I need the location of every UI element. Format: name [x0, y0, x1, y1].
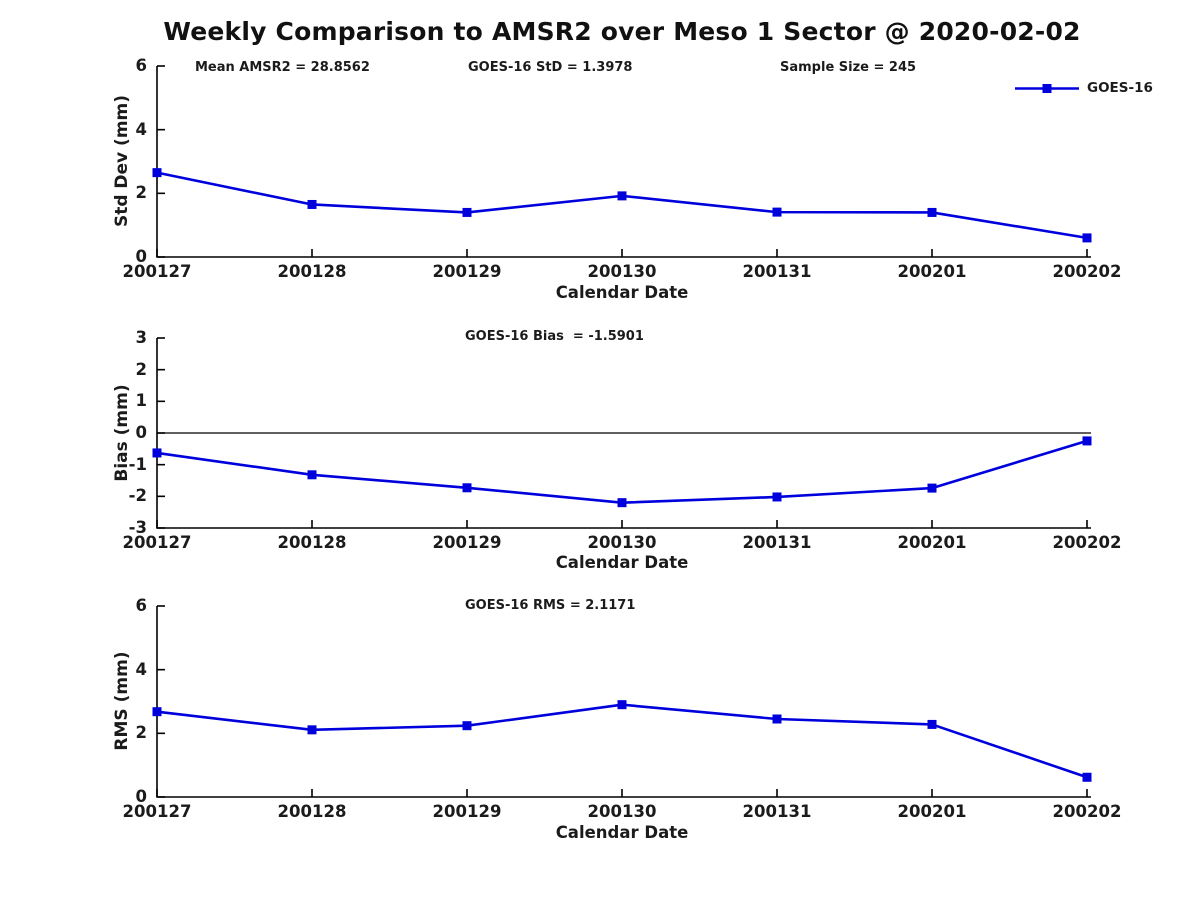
legend-line-marker-icon — [1015, 83, 1079, 93]
y-tick-label: 0 — [135, 247, 147, 266]
y-tick-label: 0 — [135, 787, 147, 806]
data-point-marker — [152, 168, 162, 178]
legend: GOES-16 — [1014, 80, 1153, 96]
y-tick-label: 4 — [135, 659, 147, 679]
y-axis-label-std-dev: Std Dev (mm) — [112, 94, 132, 228]
bias-plot — [152, 337, 1092, 529]
y-tick-label: 2 — [135, 359, 147, 379]
x-tick-label: 200202 — [1052, 533, 1122, 552]
data-point-marker — [617, 700, 627, 710]
y-tick-label: -3 — [128, 518, 147, 537]
x-tick-label: 200129 — [432, 802, 502, 821]
x-tick-label: 200127 — [122, 533, 192, 552]
x-axis-label-bottom: Calendar Date — [555, 823, 689, 842]
data-point-marker — [462, 483, 472, 493]
y-tick-label: 6 — [135, 596, 147, 615]
data-point-marker — [617, 191, 627, 201]
x-tick-label: 200201 — [897, 802, 967, 821]
x-tick-label: 200131 — [742, 802, 812, 821]
figure-title: Weekly Comparison to AMSR2 over Meso 1 S… — [163, 17, 1081, 46]
data-point-marker — [1082, 233, 1092, 243]
x-tick-label: 200130 — [587, 262, 657, 281]
data-point-marker — [772, 207, 782, 217]
y-tick-label: -1 — [128, 454, 147, 474]
annotation-mean-amsr2: Mean AMSR2 = 28.8562 — [195, 60, 370, 75]
y-tick-label: 4 — [135, 119, 147, 139]
annotation-goes16-std: GOES-16 StD = 1.3978 — [468, 60, 633, 75]
y-tick-label: 2 — [135, 183, 147, 203]
x-tick-label: 200128 — [277, 262, 347, 281]
data-point-marker — [152, 448, 162, 458]
data-point-marker — [462, 207, 472, 217]
annotation-sample-size: Sample Size = 245 — [780, 60, 917, 75]
y-tick-label: 2 — [135, 723, 147, 743]
x-tick-label: 200202 — [1052, 802, 1122, 821]
annotation-goes16-bias: GOES-16 Bias = -1.5901 — [465, 329, 644, 344]
x-axis-label-middle: Calendar Date — [555, 553, 689, 572]
x-tick-label: 200201 — [897, 533, 967, 552]
data-point-marker — [927, 719, 937, 729]
y-tick-label: 3 — [135, 328, 147, 347]
data-point-marker — [617, 498, 627, 508]
data-point-marker — [772, 492, 782, 502]
y-axis-label-rms: RMS (mm) — [112, 651, 132, 751]
data-point-marker — [307, 199, 317, 209]
annotation-goes16-rms: GOES-16 RMS = 2.1171 — [465, 598, 636, 613]
x-tick-label: 200130 — [587, 533, 657, 552]
series-line-goes16 — [156, 703, 1088, 779]
series-line-goes16 — [156, 439, 1088, 504]
data-point-marker — [927, 207, 937, 217]
x-tick-label: 200127 — [122, 262, 192, 281]
data-point-marker — [307, 725, 317, 735]
rms-plot — [152, 605, 1092, 798]
data-point-marker — [152, 707, 162, 717]
x-tick-label: 200128 — [277, 533, 347, 552]
y-tick-label: 1 — [135, 391, 147, 411]
data-point-marker — [462, 721, 472, 731]
y-tick-label: 6 — [135, 56, 147, 75]
x-tick-label: 200131 — [742, 533, 812, 552]
data-point-marker — [1082, 772, 1092, 782]
legend-label: GOES-16 — [1087, 80, 1153, 96]
data-point-marker — [927, 483, 937, 493]
y-tick-label: 0 — [135, 423, 147, 442]
series-line-goes16 — [156, 171, 1088, 240]
data-point-marker — [307, 470, 317, 480]
x-tick-label: 200127 — [122, 802, 192, 821]
x-axis-label-top: Calendar Date — [555, 283, 689, 302]
data-point-marker — [1082, 436, 1092, 446]
x-tick-label: 200129 — [432, 262, 502, 281]
x-tick-label: 200129 — [432, 533, 502, 552]
data-point-marker — [772, 714, 782, 724]
x-tick-label: 200131 — [742, 262, 812, 281]
std-dev-plot — [152, 65, 1092, 258]
x-tick-label: 200130 — [587, 802, 657, 821]
y-tick-label: -2 — [128, 486, 147, 506]
x-tick-label: 200202 — [1052, 262, 1122, 281]
x-tick-label: 200201 — [897, 262, 967, 281]
x-tick-label: 200128 — [277, 802, 347, 821]
axes — [156, 66, 1091, 258]
